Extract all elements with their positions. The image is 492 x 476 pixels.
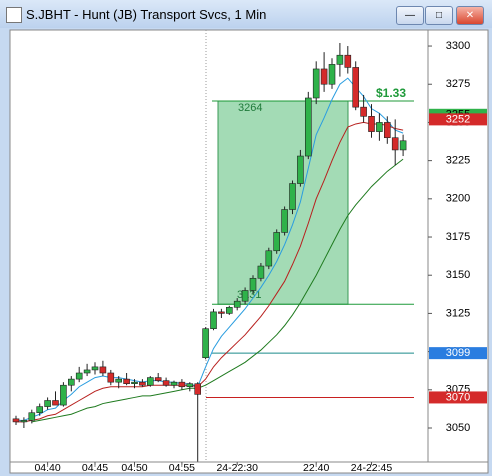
candle-body [210,311,217,329]
candle-body [320,68,328,85]
indicator-line [16,121,404,423]
candle-body [218,311,225,314]
candle-body [12,418,20,423]
candle-body [249,277,257,291]
candle-body [352,67,360,108]
price-tag [429,391,487,404]
candle-body [336,54,344,65]
candle-body [233,300,241,308]
x-tick-label: 04:50 [121,462,147,474]
x-tick-label: 24-22:45 [351,462,393,474]
candle-body [115,378,122,383]
candle-body [360,106,367,117]
candle-body [162,380,170,386]
candle-body [75,372,83,380]
x-tick-label: 22:40 [303,462,329,474]
candle-body [44,400,51,407]
candle-body [107,372,115,383]
indicator-line [31,158,404,423]
indicator-line [16,77,404,421]
annotation: $1.33 [376,86,406,100]
app-icon [6,7,22,23]
candle-body [131,381,138,384]
x-tick-label: 24-22:30 [216,462,258,474]
candle-body [154,377,162,381]
maximize-button[interactable]: □ [425,6,453,25]
price-tag-label: 3070 [446,391,470,403]
candle-body [178,381,186,388]
x-tick-label: 04:45 [82,462,108,474]
candle-body [273,232,281,252]
candle-body [297,155,304,184]
minimize-button[interactable]: — [396,6,424,25]
price-tag-label: 3099 [446,347,470,359]
y-tick-label: 3200 [446,193,470,205]
candle-body [170,381,178,386]
price-tag [429,113,487,126]
candle-body [147,377,154,386]
candle-body [28,412,36,421]
candle-body [36,406,44,414]
candle-body [344,54,352,68]
candle-body [60,384,67,406]
candle-body [241,290,249,302]
close-button[interactable]: ✕ [456,6,484,25]
candle-body [383,122,391,139]
y-tick-label: 3225 [446,155,470,167]
candle-body [202,328,209,359]
candle-body [391,137,399,151]
candle-body [265,250,273,267]
candle-body [139,381,146,386]
candle-body [328,64,336,85]
price-tag-label: 3252 [446,113,470,125]
candle-body [186,383,194,388]
candle-body [68,378,75,386]
candle-body [226,307,233,314]
candle-body [304,97,312,157]
window-title: S.JBHT - Hunt (JB) Transport Svcs, 1 Min [26,7,267,22]
trade-box [217,100,349,305]
y-tick-label: 3125 [446,307,470,319]
annotation: 3264 [238,102,262,114]
candle-body [99,366,107,374]
candle-body [368,116,375,132]
title-bar: S.JBHT - Hunt (JB) Transport Svcs, 1 Min… [0,0,492,28]
candle-body [376,122,383,132]
y-tick-label: 3300 [446,40,470,52]
y-tick-label: 3275 [446,78,470,90]
y-tick-label: 3050 [446,422,470,434]
candle-body [281,209,288,233]
candle-body [257,265,265,279]
candle-body [91,366,99,371]
candle-body [399,140,407,151]
candle-body [20,420,28,423]
candle-body [83,369,91,374]
candle-body [194,383,201,395]
y-tick-label: 3175 [446,231,470,243]
candle-body [52,400,59,406]
x-tick-label: 04:40 [34,462,60,474]
time-axis [9,461,489,474]
x-tick-label: 04:55 [169,462,195,474]
candle-body [312,68,320,99]
price-tag [429,347,487,360]
y-tick-label: 3150 [446,269,470,281]
candle-body [123,378,130,384]
candle-body [289,183,296,210]
